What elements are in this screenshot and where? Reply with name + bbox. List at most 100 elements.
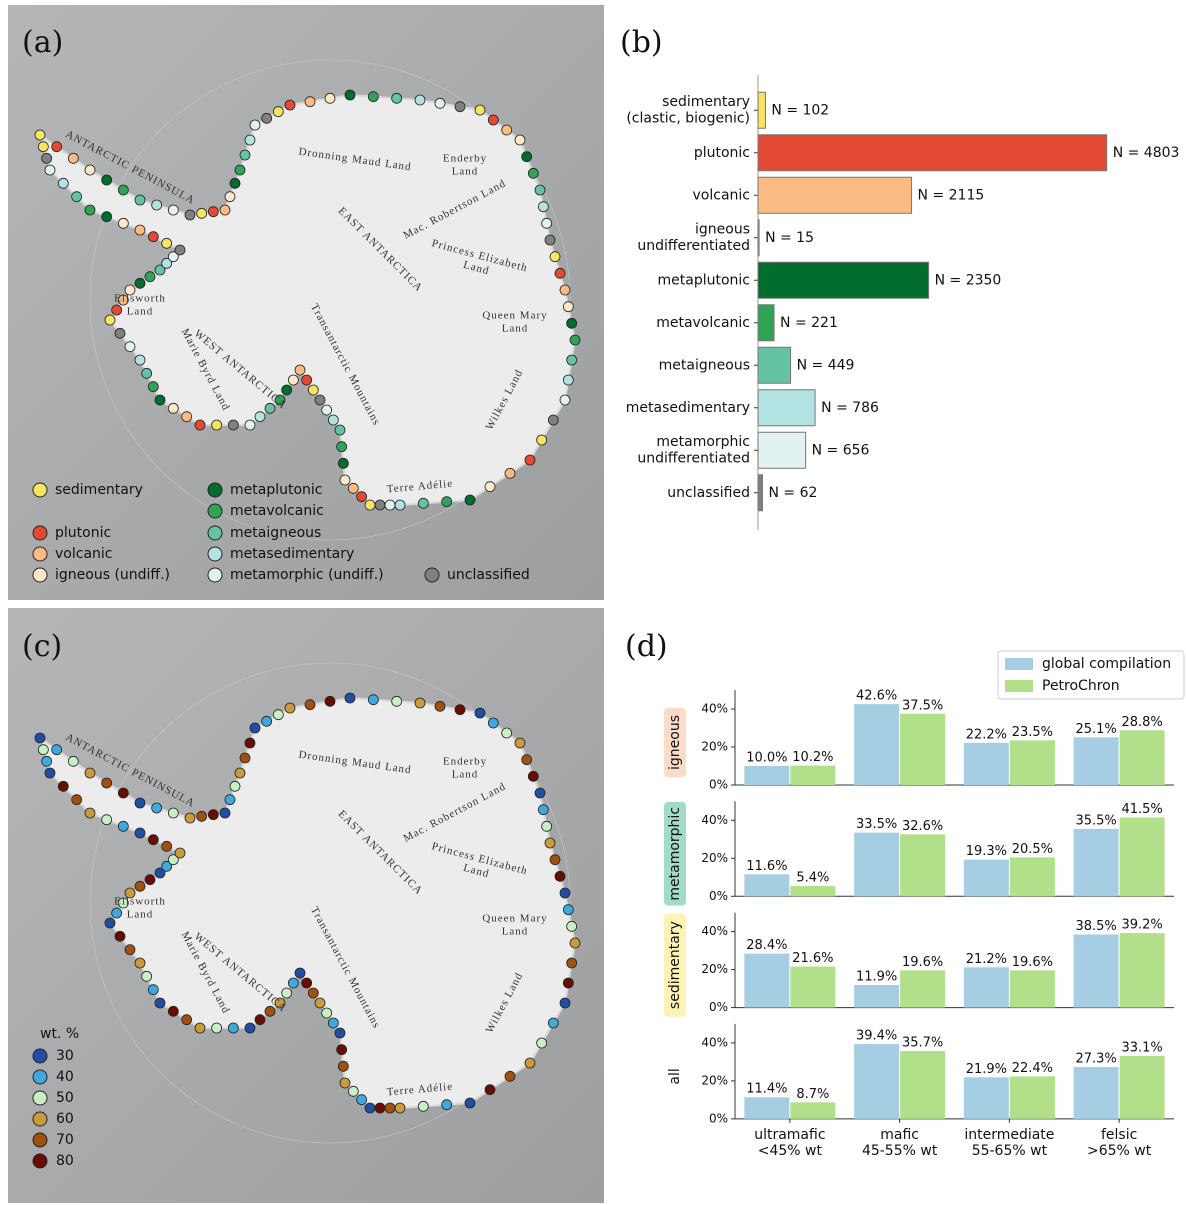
- legend-label: metaplutonic: [230, 482, 322, 498]
- map-sample: [168, 808, 178, 818]
- y-tick-label: metamorphicundifferentiated: [637, 434, 750, 466]
- map-sample: [335, 1028, 345, 1038]
- map-sample: [175, 245, 185, 255]
- map-sample: [102, 815, 112, 825]
- map-sample: [273, 107, 283, 117]
- legend-label: plutonic: [55, 525, 111, 541]
- legend-label: metaigneous: [230, 525, 321, 541]
- map-sample: [315, 395, 325, 405]
- page: ANTARCTIC PENINSULADronning Maud LandEnd…: [0, 0, 1186, 1205]
- bar: [900, 1051, 945, 1119]
- x-tick-label: mafic45-55% wt: [862, 1127, 938, 1159]
- value-label: 38.5%: [1075, 919, 1116, 934]
- legend-title: wt. %: [40, 1026, 79, 1042]
- map-sample: [102, 175, 112, 185]
- legend-marker: [33, 526, 47, 540]
- map-sample: [197, 811, 207, 821]
- map-sample: [148, 835, 158, 845]
- bar: [854, 704, 899, 785]
- bar: [1010, 740, 1055, 785]
- bar: [1120, 817, 1165, 896]
- map-sample: [195, 420, 205, 430]
- map-sample: [385, 500, 395, 510]
- value-label: 21.6%: [792, 951, 833, 966]
- map-sample: [155, 998, 165, 1008]
- value-label: 39.4%: [856, 1029, 897, 1044]
- map-sample: [368, 695, 378, 705]
- map-sample: [285, 703, 295, 713]
- map-sample: [542, 821, 552, 831]
- map-sample: [135, 958, 145, 968]
- map-sample: [85, 165, 95, 175]
- map-sample: [442, 497, 452, 507]
- map-sample: [240, 150, 250, 160]
- map-sample: [338, 1061, 348, 1071]
- map-sample: [162, 238, 172, 248]
- legend-marker: [33, 1091, 47, 1105]
- map-sample: [148, 985, 158, 995]
- y-tick-label: 0%: [709, 778, 728, 792]
- map-sample: [228, 1023, 238, 1033]
- legend-marker: [425, 568, 439, 582]
- map-sample: [435, 701, 445, 711]
- map-sample: [85, 768, 95, 778]
- bar: [1010, 970, 1055, 1007]
- map-sample: [567, 318, 577, 328]
- bar: [964, 967, 1009, 1007]
- value-label: 10.0%: [746, 751, 787, 766]
- map-sample: [112, 908, 122, 918]
- map-sample: [502, 125, 512, 135]
- map-sample: [230, 781, 240, 791]
- map-sample: [250, 723, 260, 733]
- value-label: N = 102: [771, 102, 829, 118]
- map-sample: [305, 97, 315, 107]
- y-axis-label: all: [667, 1068, 683, 1084]
- legend-label: 80: [56, 1153, 74, 1169]
- legend-label: 30: [56, 1048, 74, 1064]
- bar: [900, 970, 945, 1007]
- map-sample: [563, 905, 573, 915]
- bar: [790, 766, 835, 785]
- map-sample: [288, 375, 298, 385]
- map-sample: [245, 738, 255, 748]
- value-label: 19.6%: [1012, 955, 1053, 970]
- legend-label: metamorphic (undiff.): [230, 567, 384, 583]
- map-sample: [415, 95, 425, 105]
- map-sample: [102, 212, 112, 222]
- map-sample: [182, 1015, 192, 1025]
- y-axis-label: sedimentary: [667, 921, 683, 1009]
- y-tick-label: 0%: [709, 889, 728, 903]
- map-sample: [563, 302, 573, 312]
- map-sample: [525, 455, 535, 465]
- legend-marker: [33, 568, 47, 582]
- bar: [854, 833, 899, 897]
- map-sample: [212, 1023, 222, 1033]
- map-sample: [105, 315, 115, 325]
- map-sample: [42, 756, 52, 766]
- map-sample: [522, 152, 532, 162]
- map-sample: [335, 425, 345, 435]
- bar: [1120, 1056, 1165, 1119]
- map-sample: [537, 1038, 547, 1048]
- map-sample: [322, 405, 332, 415]
- legend-marker: [33, 1133, 47, 1147]
- legend-marker: [33, 1049, 47, 1063]
- value-label: 11.6%: [746, 859, 787, 874]
- map-sample: [567, 355, 577, 365]
- map-sample: [255, 1015, 265, 1025]
- map-sample: [542, 218, 552, 228]
- map-sample: [220, 205, 230, 215]
- value-label: 33.1%: [1121, 1041, 1162, 1056]
- map-sample: [195, 1023, 205, 1033]
- legend-marker: [208, 526, 222, 540]
- map-sample: [168, 403, 178, 413]
- y-tick-label: 0%: [709, 1111, 728, 1125]
- value-label: 11.9%: [856, 969, 897, 984]
- map-sample: [185, 813, 195, 823]
- bar: [744, 1097, 789, 1119]
- map-sample: [560, 395, 570, 405]
- value-label: 25.1%: [1075, 722, 1116, 737]
- map-sample: [145, 272, 155, 282]
- map-sample: [328, 1018, 338, 1028]
